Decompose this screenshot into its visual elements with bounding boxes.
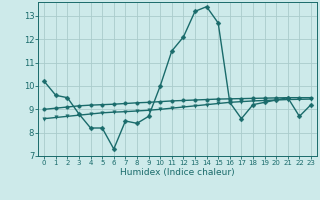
X-axis label: Humidex (Indice chaleur): Humidex (Indice chaleur) — [120, 168, 235, 177]
